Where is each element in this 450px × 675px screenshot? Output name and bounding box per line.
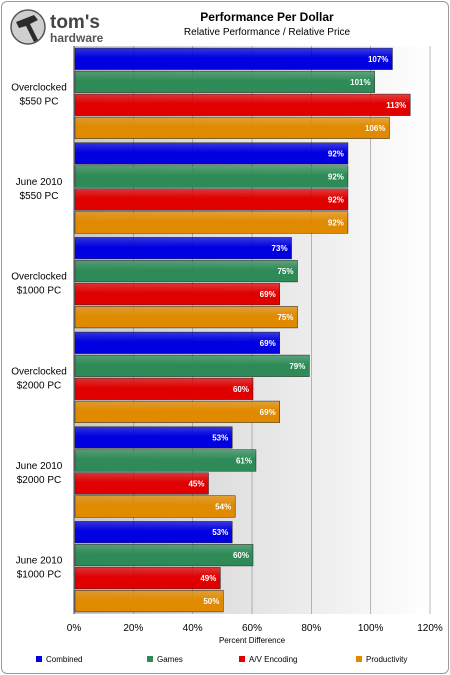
logo-hammer-icon — [16, 15, 38, 42]
bar-a-v-encoding — [74, 377, 254, 400]
category-label: $550 PC — [20, 191, 59, 202]
legend-item: Productivity — [356, 655, 407, 664]
bar-value-label: 69% — [260, 408, 276, 417]
category-label: June 2010 — [16, 177, 63, 188]
bar-value-label: 106% — [365, 124, 385, 133]
legend-label: Combined — [46, 655, 83, 664]
bar-combined — [74, 142, 349, 165]
bar-value-label: 50% — [203, 597, 219, 606]
category-label: June 2010 — [16, 556, 63, 567]
bar-a-v-encoding — [74, 472, 209, 495]
bar-productivity — [74, 400, 280, 423]
toms-hardware-logo: tom's hardware — [10, 9, 104, 45]
bar-games — [74, 354, 310, 377]
legend-label: Games — [157, 655, 183, 664]
category-label: $550 PC — [20, 96, 59, 107]
bar-value-label: 69% — [260, 290, 276, 299]
bar-value-label: 45% — [188, 480, 204, 489]
chart-title: Performance Per Dollar — [200, 10, 334, 24]
bar-value-label: 101% — [350, 78, 370, 87]
category-label: $1000 PC — [17, 570, 61, 581]
bar-combined — [74, 426, 233, 449]
category-label: Overclocked — [11, 82, 67, 93]
x-tick-label: 100% — [358, 623, 384, 634]
legend-swatch — [36, 655, 42, 662]
bar-value-label: 75% — [277, 267, 293, 276]
bar-combined — [74, 237, 292, 260]
legend-swatch — [147, 655, 153, 662]
legend-label: A/V Encoding — [249, 655, 298, 664]
chart-legend: Combined Games A/V Encoding Productivity — [2, 653, 448, 669]
category-label: Overclocked — [11, 366, 67, 377]
bar-value-label: 92% — [328, 196, 344, 205]
bar-games — [74, 260, 298, 283]
bar-value-label: 107% — [368, 55, 388, 64]
bar-value-label: 92% — [328, 150, 344, 159]
bar-games — [74, 544, 254, 567]
bar-value-label: 73% — [272, 244, 288, 253]
bar-combined — [74, 521, 233, 544]
logo-brand-name: tom's — [50, 12, 100, 33]
x-tick-label: 0% — [67, 623, 82, 634]
bar-productivity — [74, 211, 349, 234]
bar-productivity — [74, 306, 298, 329]
bar-value-label: 69% — [260, 339, 276, 348]
bar-value-label: 75% — [277, 313, 293, 322]
legend-item: Combined — [36, 655, 82, 664]
bar-combined — [74, 47, 393, 70]
bar-value-label: 92% — [328, 219, 344, 228]
logo-brand-sub: hardware — [50, 31, 104, 45]
category-label: $2000 PC — [17, 475, 61, 486]
bar-value-label: 61% — [236, 457, 252, 466]
bar-value-label: 53% — [212, 434, 228, 443]
category-label: Overclocked — [11, 272, 67, 283]
bar-value-label: 60% — [233, 385, 249, 394]
bar-productivity — [74, 590, 224, 613]
bar-productivity — [74, 495, 236, 518]
bar-value-label: 92% — [328, 173, 344, 182]
x-tick-label: 40% — [183, 623, 203, 634]
legend-item: A/V Encoding — [239, 655, 297, 664]
legend-label: Productivity — [366, 655, 408, 664]
legend-item: Games — [147, 655, 183, 664]
bar-value-label: 53% — [212, 528, 228, 537]
bar-value-label: 54% — [215, 503, 231, 512]
category-label: June 2010 — [16, 461, 63, 472]
bar-a-v-encoding — [74, 283, 280, 306]
x-tick-label: 120% — [417, 623, 443, 634]
bar-combined — [74, 331, 280, 354]
legend-swatch — [239, 655, 245, 662]
bar-a-v-encoding — [74, 188, 349, 211]
bar-value-label: 79% — [289, 362, 305, 371]
x-tick-label: 60% — [242, 623, 262, 634]
x-axis-title: Percent Difference — [219, 636, 286, 645]
bar-value-label: 60% — [233, 551, 249, 560]
x-tick-label: 20% — [123, 623, 143, 634]
bar-a-v-encoding — [74, 93, 411, 116]
chart-subtitle: Relative Performance / Relative Price — [183, 27, 351, 38]
category-label: $2000 PC — [17, 380, 61, 391]
bar-games — [74, 70, 375, 93]
bar-value-label: 113% — [386, 101, 406, 110]
bar-productivity — [74, 116, 390, 139]
legend-swatch — [356, 655, 362, 662]
bar-value-label: 49% — [200, 574, 216, 583]
bar-games — [74, 449, 257, 472]
category-label: $1000 PC — [17, 286, 61, 297]
bar-games — [74, 165, 349, 188]
x-tick-label: 80% — [301, 623, 321, 634]
bar-a-v-encoding — [74, 567, 221, 590]
bar-chart: 0% 20% 40% 60% 80% 100% 120% Percent Difference… — [11, 46, 443, 645]
